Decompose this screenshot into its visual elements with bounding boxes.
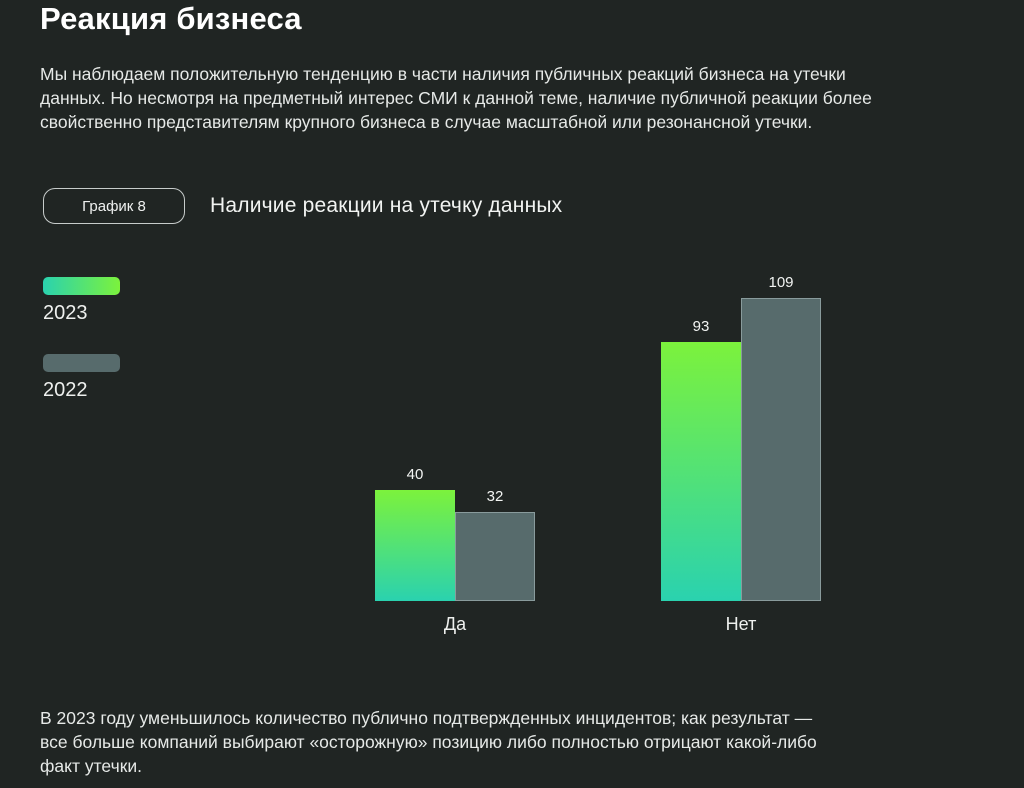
legend-item-2022: 2022 (43, 354, 120, 402)
bar-value-label: 109 (768, 274, 794, 291)
legend-label-2022: 2022 (43, 379, 88, 401)
bar-group-no: 93 109 Нет (661, 268, 821, 635)
intro-line-3: свойственно представителям крупного бизн… (40, 112, 813, 132)
bar-2022-no (741, 298, 821, 601)
conclusion-line-3: факт утечки. (40, 756, 142, 776)
conclusion-paragraph: В 2023 году уменьшилось количество публи… (40, 706, 817, 778)
chart-header: График 8 Наличие реакции на утечку данны… (43, 188, 562, 224)
bar-plot: 40 32 Да 93 109 Нет (375, 268, 822, 635)
bar-2023-yes (375, 490, 455, 601)
legend-swatch-2023 (43, 277, 120, 295)
legend-label-2023: 2023 (43, 302, 88, 324)
category-label: Нет (725, 614, 757, 634)
intro-line-1: Мы наблюдаем положительную тенденцию в ч… (40, 64, 846, 84)
conclusion-line-2: все больше компаний выбирают «осторожную… (40, 732, 817, 752)
intro-line-2: данных. Но несмотря на предметный интере… (40, 88, 872, 108)
category-label: Да (443, 614, 467, 634)
bar-value-label: 40 (406, 466, 424, 483)
chart-legend: 2023 2022 (43, 277, 120, 431)
bar-2023-no (661, 342, 741, 601)
bar-2022-yes (455, 512, 535, 601)
intro-paragraph: Мы наблюдаем положительную тенденцию в ч… (40, 62, 872, 134)
legend-swatch-2022 (43, 354, 120, 372)
bar-value-label: 93 (692, 318, 710, 335)
conclusion-line-1: В 2023 году уменьшилось количество публи… (40, 708, 813, 728)
page-title: Реакция бизнеса (40, 1, 302, 36)
chart-title: Наличие реакции на утечку данных (210, 194, 563, 217)
legend-item-2023: 2023 (43, 277, 120, 325)
chart-number-badge: График 8 (43, 188, 185, 224)
bar-group-yes: 40 32 Да (375, 268, 535, 635)
bar-value-label: 32 (486, 488, 504, 505)
